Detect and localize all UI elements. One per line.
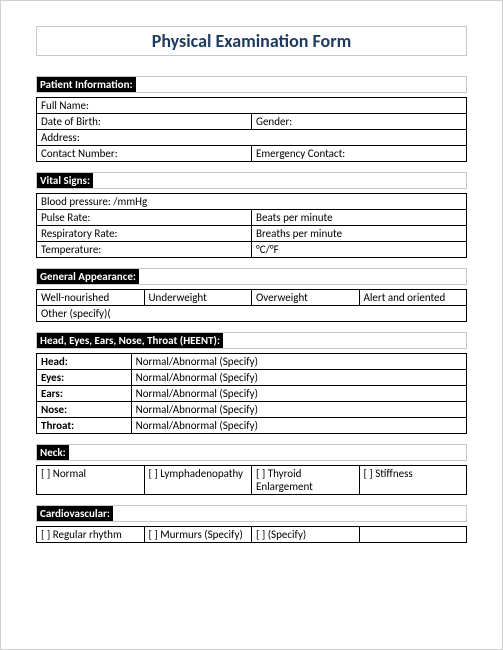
cell-neck-stiffness: [ ] Stiffness xyxy=(359,466,467,495)
section-header-label: Cardiovascular: xyxy=(37,506,113,521)
cell-cardio-blank xyxy=(359,527,467,543)
section-header-label: Neck: xyxy=(37,445,69,460)
cell-eyes-val: Normal/Abnormal (Specify) xyxy=(131,370,466,386)
cell-ears-val: Normal/Abnormal (Specify) xyxy=(131,386,466,402)
cell-nose-label: Nose: xyxy=(37,402,132,418)
neck-table: [ ] Normal [ ] Lymphadenopathy [ ] Thyro… xyxy=(36,465,467,495)
page-title: Physical Examination Form xyxy=(43,30,460,52)
cell-throat-label: Throat: xyxy=(37,418,132,434)
cell-ears-label: Ears: xyxy=(37,386,132,402)
patient-info-table: Full Name: Date of Birth: Gender: Addres… xyxy=(36,97,467,162)
cell-resp-label: Respiratory Rate: xyxy=(37,226,252,242)
cell-dob: Date of Birth: xyxy=(37,114,252,130)
cell-gender: Gender: xyxy=(252,114,467,130)
table-row: Head: Normal/Abnormal (Specify) xyxy=(37,354,467,370)
section-header-vitals: Vital Signs: xyxy=(36,172,467,189)
cardiovascular-table: [ ] Regular rhythm [ ] Murmurs (Specify)… xyxy=(36,526,467,543)
cell-pulse-label: Pulse Rate: xyxy=(37,210,252,226)
cell-full-name: Full Name: xyxy=(37,98,467,114)
cell-well-nourished: Well-nourished xyxy=(37,290,145,306)
table-row: [ ] Normal [ ] Lymphadenopathy [ ] Thyro… xyxy=(37,466,467,495)
cell-nose-val: Normal/Abnormal (Specify) xyxy=(131,402,466,418)
section-header-general: General Appearance: xyxy=(36,268,467,285)
general-appearance-table: Well-nourished Underweight Overweight Al… xyxy=(36,289,467,322)
cell-address: Address: xyxy=(37,130,467,146)
cell-alert: Alert and oriented xyxy=(359,290,467,306)
cell-underweight: Underweight xyxy=(144,290,252,306)
section-header-label: Vital Signs: xyxy=(37,173,93,188)
cell-pulse-unit: Beats per minute xyxy=(252,210,467,226)
table-row: Throat: Normal/Abnormal (Specify) xyxy=(37,418,467,434)
table-row: Respiratory Rate: Breaths per minute xyxy=(37,226,467,242)
cell-neck-lymph: [ ] Lymphadenopathy xyxy=(144,466,252,495)
cell-head-val: Normal/Abnormal (Specify) xyxy=(131,354,466,370)
vital-signs-table: Blood pressure: /mmHg Pulse Rate: Beats … xyxy=(36,193,467,258)
table-row: Pulse Rate: Beats per minute xyxy=(37,210,467,226)
table-row: Blood pressure: /mmHg xyxy=(37,194,467,210)
title-container: Physical Examination Form xyxy=(36,26,467,56)
cell-cardio-specify: [ ] (Specify) xyxy=(252,527,360,543)
cell-resp-unit: Breaths per minute xyxy=(252,226,467,242)
cell-emergency: Emergency Contact: xyxy=(252,146,467,162)
table-row: Contact Number: Emergency Contact: xyxy=(37,146,467,162)
cell-throat-val: Normal/Abnormal (Specify) xyxy=(131,418,466,434)
heent-table: Head: Normal/Abnormal (Specify) Eyes: No… xyxy=(36,353,467,434)
table-row: [ ] Regular rhythm [ ] Murmurs (Specify)… xyxy=(37,527,467,543)
table-row: Date of Birth: Gender: xyxy=(37,114,467,130)
cell-neck-normal: [ ] Normal xyxy=(37,466,145,495)
cell-temp-unit: °C/°F xyxy=(252,242,467,258)
cell-neck-thyroid: [ ] Thyroid Enlargement xyxy=(252,466,360,495)
cell-other: Other (specify)( xyxy=(37,306,467,322)
section-header-patient: Patient Information: xyxy=(36,76,467,93)
table-row: Eyes: Normal/Abnormal (Specify) xyxy=(37,370,467,386)
section-header-neck: Neck: xyxy=(36,444,467,461)
section-header-heent: Head, Eyes, Ears, Nose, Throat (HEENT): xyxy=(36,332,467,349)
cell-cardio-rhythm: [ ] Regular rhythm xyxy=(37,527,145,543)
section-header-label: Head, Eyes, Ears, Nose, Throat (HEENT): xyxy=(37,333,223,348)
cell-cardio-murmurs: [ ] Murmurs (Specify) xyxy=(144,527,252,543)
table-row: Temperature: °C/°F xyxy=(37,242,467,258)
cell-bp: Blood pressure: /mmHg xyxy=(37,194,467,210)
table-row: Other (specify)( xyxy=(37,306,467,322)
cell-head-label: Head: xyxy=(37,354,132,370)
cell-overweight: Overweight xyxy=(252,290,360,306)
document-page: Physical Examination Form Patient Inform… xyxy=(0,0,503,650)
section-header-label: Patient Information: xyxy=(37,77,136,92)
table-row: Address: xyxy=(37,130,467,146)
cell-eyes-label: Eyes: xyxy=(37,370,132,386)
section-header-label: General Appearance: xyxy=(37,269,139,284)
section-header-cardio: Cardiovascular: xyxy=(36,505,467,522)
cell-contact: Contact Number: xyxy=(37,146,252,162)
table-row: Full Name: xyxy=(37,98,467,114)
table-row: Nose: Normal/Abnormal (Specify) xyxy=(37,402,467,418)
table-row: Ears: Normal/Abnormal (Specify) xyxy=(37,386,467,402)
cell-temp-label: Temperature: xyxy=(37,242,252,258)
table-row: Well-nourished Underweight Overweight Al… xyxy=(37,290,467,306)
